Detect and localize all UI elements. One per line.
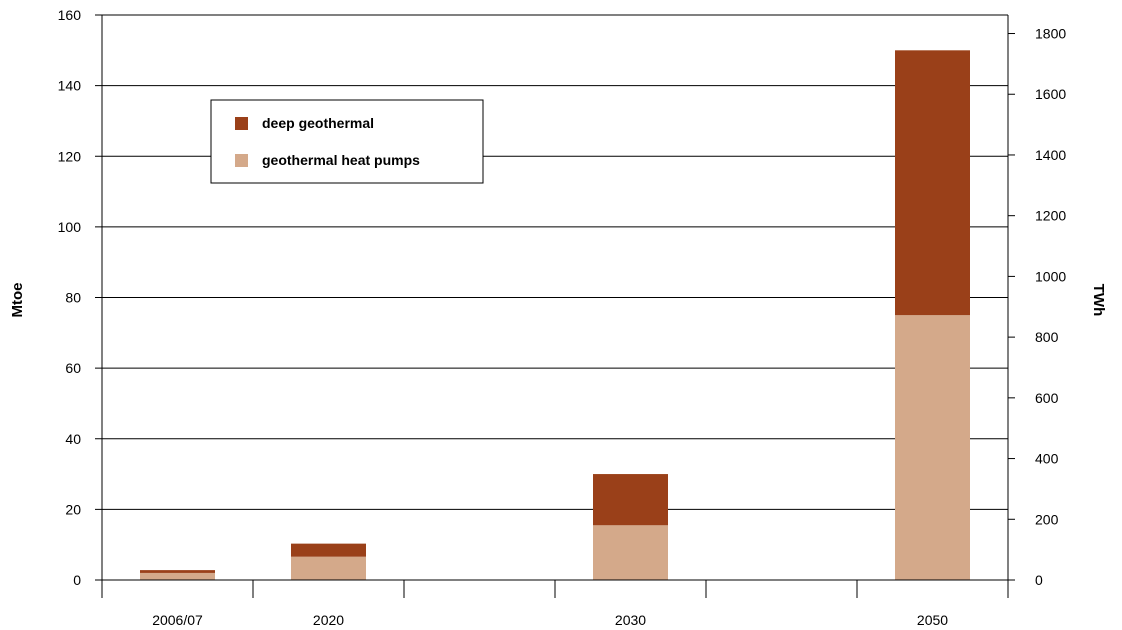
bar-deep-geothermal [895, 50, 970, 316]
bar-geothermal-heat-pumps [593, 525, 668, 580]
legend-swatch-deep-geothermal [235, 117, 248, 130]
left-tick-label: 60 [65, 360, 81, 376]
right-tick-label: 1200 [1035, 208, 1066, 224]
left-tick-label: 80 [65, 290, 81, 306]
left-tick-label: 140 [58, 78, 82, 94]
bar-geothermal-heat-pumps [895, 315, 970, 580]
x-tick-label: 2030 [615, 612, 646, 628]
right-tick-label: 1800 [1035, 26, 1066, 42]
right-tick-label: 600 [1035, 390, 1059, 406]
bar-deep-geothermal [593, 474, 668, 526]
right-axis-title: TWh [1090, 284, 1107, 316]
right-tick-label: 200 [1035, 511, 1059, 527]
x-axis-ticks: 2006/07 2020 2030 2050 [101, 580, 1009, 628]
left-axis-ticks: 0 20 40 60 80 100 120 140 160 [58, 7, 102, 588]
x-tick-label: 2020 [313, 612, 344, 628]
x-tick-label: 2006/07 [152, 612, 203, 628]
right-tick-label: 0 [1035, 572, 1043, 588]
left-tick-label: 40 [65, 431, 81, 447]
right-tick-label: 1600 [1035, 86, 1066, 102]
left-tick-label: 100 [58, 219, 82, 235]
right-tick-label: 1400 [1035, 147, 1066, 163]
legend-swatch-geothermal-heat-pumps [235, 154, 248, 167]
x-tick-label: 2050 [917, 612, 948, 628]
legend-label-geothermal-heat-pumps: geothermal heat pumps [262, 152, 420, 168]
right-tick-label: 1000 [1035, 268, 1066, 284]
right-axis-ticks: 0 200 400 600 800 1000 1200 1400 1600 1800 [1008, 26, 1066, 588]
bar-geothermal-heat-pumps [291, 556, 366, 580]
bars [140, 50, 970, 580]
left-tick-label: 20 [65, 501, 81, 517]
bar-geothermal-heat-pumps [140, 572, 215, 580]
bar-deep-geothermal [140, 570, 215, 573]
bar-deep-geothermal [291, 543, 366, 557]
right-tick-label: 800 [1035, 329, 1059, 345]
legend-box [210, 99, 484, 184]
right-tick-label: 400 [1035, 451, 1059, 467]
left-axis-title: Mtoe [9, 283, 26, 318]
gridlines [102, 14, 1008, 510]
legend: deep geothermal geothermal heat pumps [210, 99, 484, 184]
left-tick-label: 160 [58, 7, 82, 23]
legend-label-deep-geothermal: deep geothermal [262, 115, 374, 131]
left-tick-label: 120 [58, 148, 82, 164]
left-tick-label: 0 [73, 572, 81, 588]
